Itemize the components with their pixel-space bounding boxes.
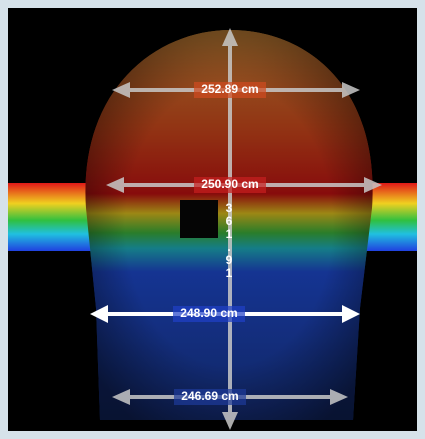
point-cloud: 252.89 cm 250.90 cm 248.90 cm 246.69 cm [8, 28, 417, 430]
opening [180, 200, 218, 238]
height-label: 361.91 [222, 201, 236, 279]
width-label: 250.90 cm [201, 177, 258, 191]
label-backdrop [194, 177, 266, 193]
label-backdrop [174, 389, 246, 405]
label-backdrop [194, 82, 266, 98]
label-backdrop [173, 306, 245, 322]
width-label: 246.69 cm [181, 389, 238, 403]
width-label: 252.89 cm [201, 82, 258, 96]
width-label: 248.90 cm [180, 306, 237, 320]
scan-view: 252.89 cm 250.90 cm 248.90 cm 246.69 cm 361… [8, 8, 417, 431]
